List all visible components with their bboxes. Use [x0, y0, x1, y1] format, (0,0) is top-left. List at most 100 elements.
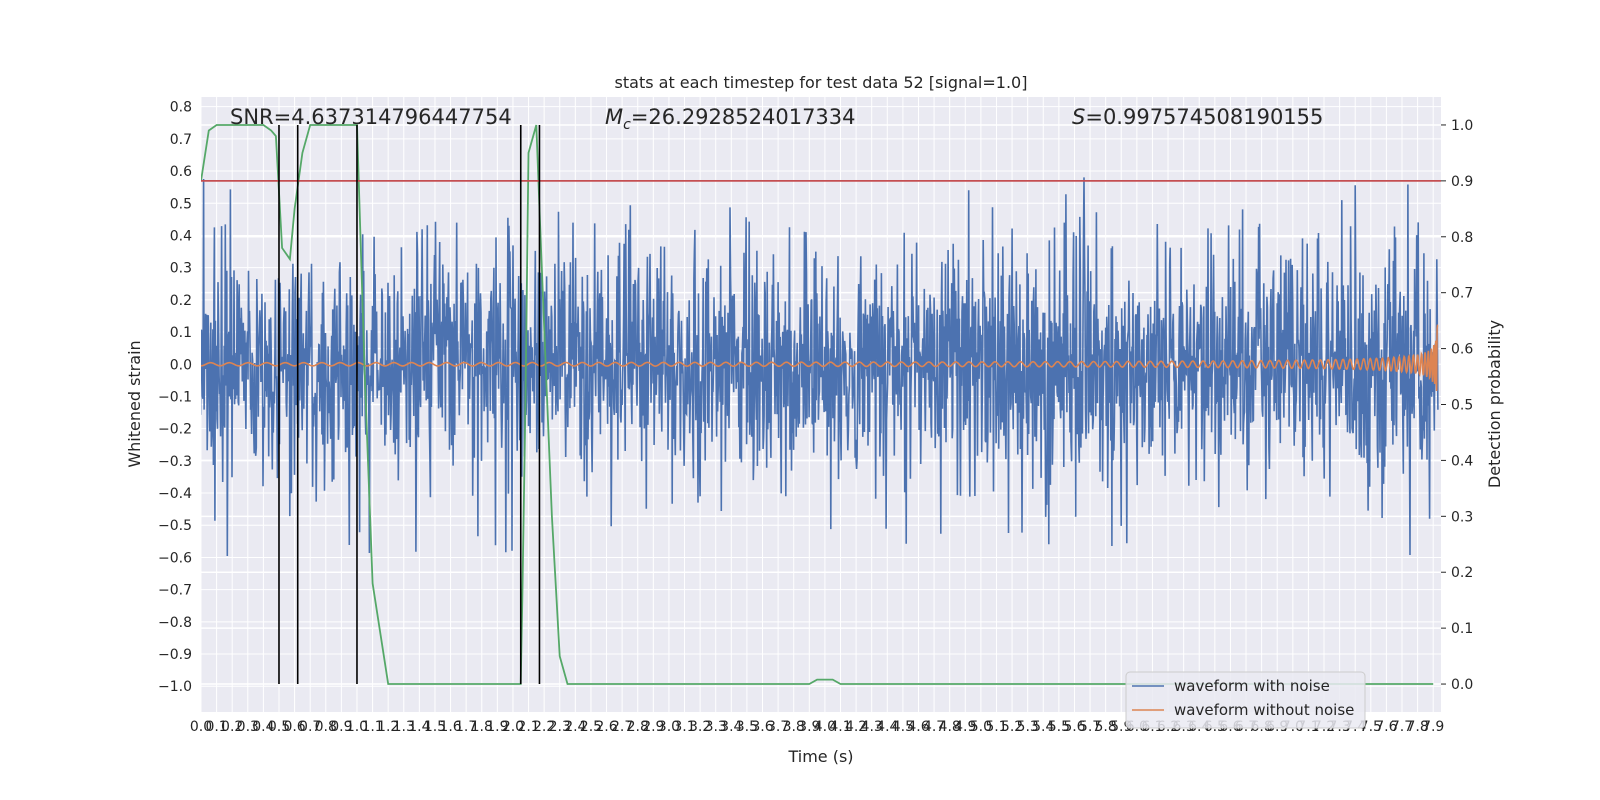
x-tick-label: 4.5 — [892, 719, 914, 735]
y-tick-label: 0.6 — [170, 164, 192, 180]
x-tick-label: 4.9 — [954, 719, 976, 735]
x-tick-label: 0.9 — [330, 719, 352, 735]
y-tick-label: −0.6 — [158, 550, 192, 566]
x-tick-label: 2.2 — [533, 719, 555, 735]
x-tick-label: 2.4 — [564, 719, 586, 735]
x-axis-label: Time (s) — [787, 747, 853, 766]
y-tick-label: −0.4 — [158, 486, 192, 502]
y-tick-label: 0.1 — [170, 325, 192, 341]
legend-label-clean: waveform without noise — [1174, 701, 1354, 719]
y2-tick-label: 0.7 — [1451, 286, 1473, 302]
x-tick-label: 4.6 — [907, 719, 929, 735]
y-axis-label: Whitened strain — [125, 340, 144, 467]
x-tick-label: 1.6 — [439, 719, 461, 735]
y-tick-label: −0.7 — [158, 583, 192, 599]
y-tick-label: −0.1 — [158, 389, 192, 405]
x-tick-label: 2.8 — [627, 719, 649, 735]
x-tick-label: 1.5 — [424, 719, 446, 735]
x-tick-label: 5.5 — [1048, 719, 1070, 735]
x-tick-label: 1.1 — [361, 719, 383, 735]
series-waveform-with-noise — [201, 177, 1439, 557]
y2-tick-label: 0.9 — [1451, 174, 1473, 190]
x-tick-label: 5.0 — [970, 719, 992, 735]
y2-tick-label: 1.0 — [1451, 118, 1473, 134]
x-tick-label: 5.7 — [1079, 719, 1101, 735]
x-tick-label: 3.4 — [720, 719, 742, 735]
x-tick-label: 2.9 — [642, 719, 664, 735]
x-tick-label: 5.2 — [1001, 719, 1023, 735]
legend-box — [1125, 671, 1366, 729]
x-tick-label: 7.9 — [1422, 719, 1444, 735]
s-value: =0.997574508190155 — [1085, 105, 1323, 129]
s-symbol: S — [1072, 105, 1085, 129]
chart-title: stats at each timestep for test data 52 … — [615, 73, 1028, 92]
y-tick-label: −0.9 — [158, 647, 192, 663]
x-tick-label: 0.5 — [268, 719, 290, 735]
y-tick-label: 0.5 — [170, 196, 192, 212]
y2-tick-label: 0.4 — [1451, 453, 1473, 469]
y-tick-label: 0.4 — [170, 228, 192, 244]
x-tick-label: 7.7 — [1391, 719, 1413, 735]
y-tick-label: −0.8 — [158, 615, 192, 631]
x-tick-label: 2.6 — [595, 719, 617, 735]
x-tick-label: 4.4 — [876, 719, 898, 735]
x-tick-label: 5.1 — [985, 719, 1007, 735]
x-tick-label: 3.8 — [783, 719, 805, 735]
x-tick-label: 0.6 — [283, 719, 305, 735]
y-tick-label: −1.0 — [158, 679, 192, 695]
y2-tick-label: 0.6 — [1451, 342, 1473, 358]
y-tick-label: 0.2 — [170, 293, 192, 309]
x-tick-label: 3.3 — [705, 719, 727, 735]
x-tick-label: 1.4 — [408, 719, 430, 735]
x-tick-label: 3.9 — [798, 719, 820, 735]
y-tick-label: 0.0 — [170, 357, 192, 373]
x-tick-label: 0.7 — [299, 719, 321, 735]
x-tick-label: 3.2 — [689, 719, 711, 735]
y2-axis-label: Detection probability — [1485, 320, 1504, 488]
y2-tick-labels: 1.0 0.9 0.8 0.7 0.6 0.5 0.4 0.3 0.2 0.1 0.0 — [1441, 118, 1473, 693]
y2-tick-label: 0.2 — [1451, 565, 1473, 581]
x-tick-label: 0.3 — [237, 719, 259, 735]
x-tick-label: 2.0 — [502, 719, 524, 735]
x-tick-label: 5.3 — [1017, 719, 1039, 735]
x-tick-label: 5.4 — [1032, 719, 1054, 735]
x-tick-label: 7.6 — [1375, 719, 1397, 735]
x-tick-label: 2.3 — [549, 719, 571, 735]
data-layer — [201, 124, 1441, 685]
x-tick-label: 1.9 — [486, 719, 508, 735]
x-tick-label: 4.2 — [845, 719, 867, 735]
x-tick-label: 0.4 — [252, 719, 274, 735]
x-tick-label: 2.5 — [580, 719, 602, 735]
x-tick-label: 0.2 — [221, 719, 243, 735]
x-tick-label: 4.0 — [814, 719, 836, 735]
x-tick-label: 1.3 — [393, 719, 415, 735]
y-tick-label: 0.7 — [170, 132, 192, 148]
x-tick-label: 4.8 — [939, 719, 961, 735]
x-tick-label: 1.0 — [346, 719, 368, 735]
x-tick-label: 2.7 — [611, 719, 633, 735]
y2-tick-label: 0.0 — [1451, 677, 1473, 693]
x-tick-label: 3.1 — [673, 719, 695, 735]
x-tick-label: 4.7 — [923, 719, 945, 735]
y-tick-label: −0.5 — [158, 518, 192, 534]
series-waveform-without-noise — [201, 324, 1439, 392]
x-tick-label: 0.0 — [190, 719, 212, 735]
y-tick-label: 0.8 — [170, 100, 192, 116]
snr-annotation: SNR=4.637314796447754 — [230, 105, 512, 129]
y-tick-label: −0.2 — [158, 422, 192, 438]
y2-tick-label: 0.8 — [1451, 230, 1473, 246]
x-tick-label: 4.1 — [829, 719, 851, 735]
x-tick-label: 5.8 — [1095, 719, 1117, 735]
chirp-mass-symbol: M — [605, 105, 623, 129]
y-tick-label: −0.3 — [158, 454, 192, 470]
y-tick-label: 0.3 — [170, 261, 192, 277]
x-tick-label: 2.1 — [517, 719, 539, 735]
chirp-mass-annotation: Mc=26.2928524017334 — [605, 105, 856, 133]
s-annotation: S=0.997574508190155 — [1072, 105, 1323, 129]
x-tick-label: 3.0 — [658, 719, 680, 735]
y2-tick-label: 0.5 — [1451, 398, 1473, 414]
x-tick-label: 0.1 — [205, 719, 227, 735]
x-tick-label: 1.2 — [377, 719, 399, 735]
chirp-mass-subscript: c — [623, 117, 631, 133]
